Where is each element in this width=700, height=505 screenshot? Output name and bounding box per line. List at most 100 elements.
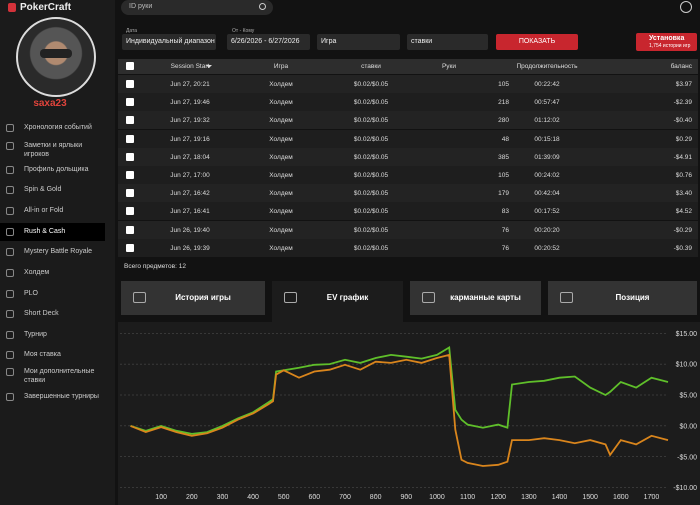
avatar-eyes <box>40 49 72 58</box>
sort-arrow <box>206 65 212 68</box>
table-cell: $0.02/$0.05 <box>353 81 389 88</box>
checkbox[interactable] <box>126 134 134 143</box>
menu-item[interactable]: PLO <box>0 285 105 303</box>
column-header[interactable]: ставки <box>361 63 381 70</box>
table-cell: Холдем <box>269 117 293 125</box>
table-row <box>118 184 698 203</box>
checkbox[interactable] <box>126 207 134 216</box>
x-tick-label: 500 <box>278 494 290 501</box>
table-cell: $0.02/$0.05 <box>353 244 389 252</box>
logo: PokerCraft <box>20 2 72 13</box>
x-tick-label: 300 <box>217 494 229 501</box>
search-box[interactable]: ID руки <box>121 0 273 15</box>
menu-item[interactable]: Профиль дольщика <box>0 161 105 179</box>
menu-label: Холдем <box>24 269 50 276</box>
checkbox[interactable] <box>126 98 134 107</box>
table-cell: 48 <box>501 135 509 143</box>
date-range[interactable]: 6/26/2026 - 6/27/2026 <box>227 34 310 50</box>
checkbox[interactable] <box>126 152 134 161</box>
stakes-select[interactable]: ставки <box>407 34 488 50</box>
table-cell: Jun 27, 20:21 <box>170 81 210 88</box>
date-label: Дата <box>126 28 138 34</box>
menu-item[interactable]: Турнир <box>0 326 105 344</box>
menu-item[interactable]: Холдем <box>0 264 105 282</box>
date-select[interactable]: Индивидуальный диапазон <box>122 34 216 50</box>
table-cell: Холдем <box>269 226 293 234</box>
avatar <box>16 17 96 97</box>
menu-label: Мои дополнительные ставки <box>24 368 95 384</box>
menu-item[interactable]: Spin & Gold <box>0 181 105 199</box>
table-row <box>118 220 698 239</box>
checkbox[interactable] <box>126 116 134 125</box>
checkbox[interactable] <box>126 189 134 198</box>
menu-icon <box>6 331 14 339</box>
table-cell: 00:42:04 <box>534 190 560 198</box>
search-text: ID руки <box>129 3 153 10</box>
table-cell: 76 <box>501 244 509 252</box>
x-tick-label: 1400 <box>552 494 568 501</box>
tab[interactable]: Позиция <box>548 281 697 315</box>
menu-icon <box>6 207 14 215</box>
column-header[interactable]: Продолжительность <box>516 63 578 70</box>
table-cell: -$2.39 <box>673 99 692 107</box>
menu-item[interactable]: Заметки и ярлыки игроков <box>0 137 105 159</box>
menu-label: All-in or Fold <box>24 207 64 214</box>
table-cell: $3.97 <box>675 81 692 88</box>
table-cell: $0.02/$0.05 <box>353 153 389 161</box>
menu-item[interactable]: Rush & Cash <box>0 223 105 241</box>
checkbox[interactable] <box>126 243 134 252</box>
install-text: Установка <box>649 35 685 42</box>
column-header[interactable]: Игра <box>273 63 289 70</box>
x-tick-label: 1100 <box>460 494 475 501</box>
tab[interactable]: карманные карты <box>410 281 541 315</box>
game-select[interactable]: Игра <box>317 34 400 50</box>
checkbox[interactable] <box>126 80 134 88</box>
menu-label: Завершенные турниры <box>24 393 99 400</box>
checkbox[interactable] <box>126 171 134 179</box>
y-tick-label: $0.00 <box>679 423 697 430</box>
tab-icon <box>284 292 297 303</box>
menu-icon <box>6 269 14 277</box>
table-cell: 00:24:02 <box>534 172 560 179</box>
table-cell: Jun 27, 16:42 <box>170 190 210 198</box>
column-header[interactable]: Session Start <box>170 63 210 70</box>
table-row <box>118 129 698 148</box>
menu-icon <box>6 142 14 150</box>
table-cell: Jun 26, 19:39 <box>170 244 210 252</box>
table-cell: Jun 26, 19:40 <box>170 226 210 234</box>
checkbox[interactable] <box>126 62 134 70</box>
menu-label: Mystery Battle Royale <box>24 248 93 255</box>
table-cell: Холдем <box>269 81 293 88</box>
menu-item[interactable]: Mystery Battle Royale <box>0 243 105 261</box>
globe-icon[interactable] <box>680 1 692 13</box>
column-header[interactable]: баланс <box>670 63 692 70</box>
table-cell: 385 <box>498 153 509 161</box>
table-row <box>118 75 698 93</box>
tab[interactable]: EV график <box>272 281 403 322</box>
menu-label: Short Deck <box>24 310 59 317</box>
menu-item[interactable]: All-in or Fold <box>0 202 105 220</box>
table-row <box>118 111 698 130</box>
table-cell: Холдем <box>269 208 293 216</box>
menu-item[interactable]: Мои дополнительные ставки <box>0 363 105 385</box>
menu-item[interactable]: Моя ставка <box>0 346 105 364</box>
menu-item[interactable]: Хронология событий <box>0 119 105 137</box>
table-cell: -$0.29 <box>673 226 692 234</box>
table-cell: $0.02/$0.05 <box>353 190 389 198</box>
sidebar: PokerCraft saxa23 Хронология событий Заметк… <box>0 0 115 505</box>
install-button[interactable]: Установка 1,754 истории игр <box>636 33 697 51</box>
game-select-text: Игра <box>321 38 337 45</box>
menu-item[interactable]: Завершенные турниры <box>0 388 105 406</box>
column-header[interactable]: Руки <box>441 63 457 70</box>
x-tick-label: 100 <box>155 494 167 501</box>
menu-icon <box>6 166 14 174</box>
table-cell: 76 <box>501 226 509 234</box>
checkbox[interactable] <box>126 225 134 234</box>
table-cell: 280 <box>498 117 509 125</box>
table-cell: Jun 27, 17:00 <box>170 172 210 179</box>
menu-item[interactable]: Short Deck <box>0 305 105 323</box>
table-cell: Холдем <box>269 172 293 179</box>
show-button[interactable]: ПОКАЗАТЬ <box>496 34 578 50</box>
tab[interactable]: История игры <box>121 281 265 315</box>
